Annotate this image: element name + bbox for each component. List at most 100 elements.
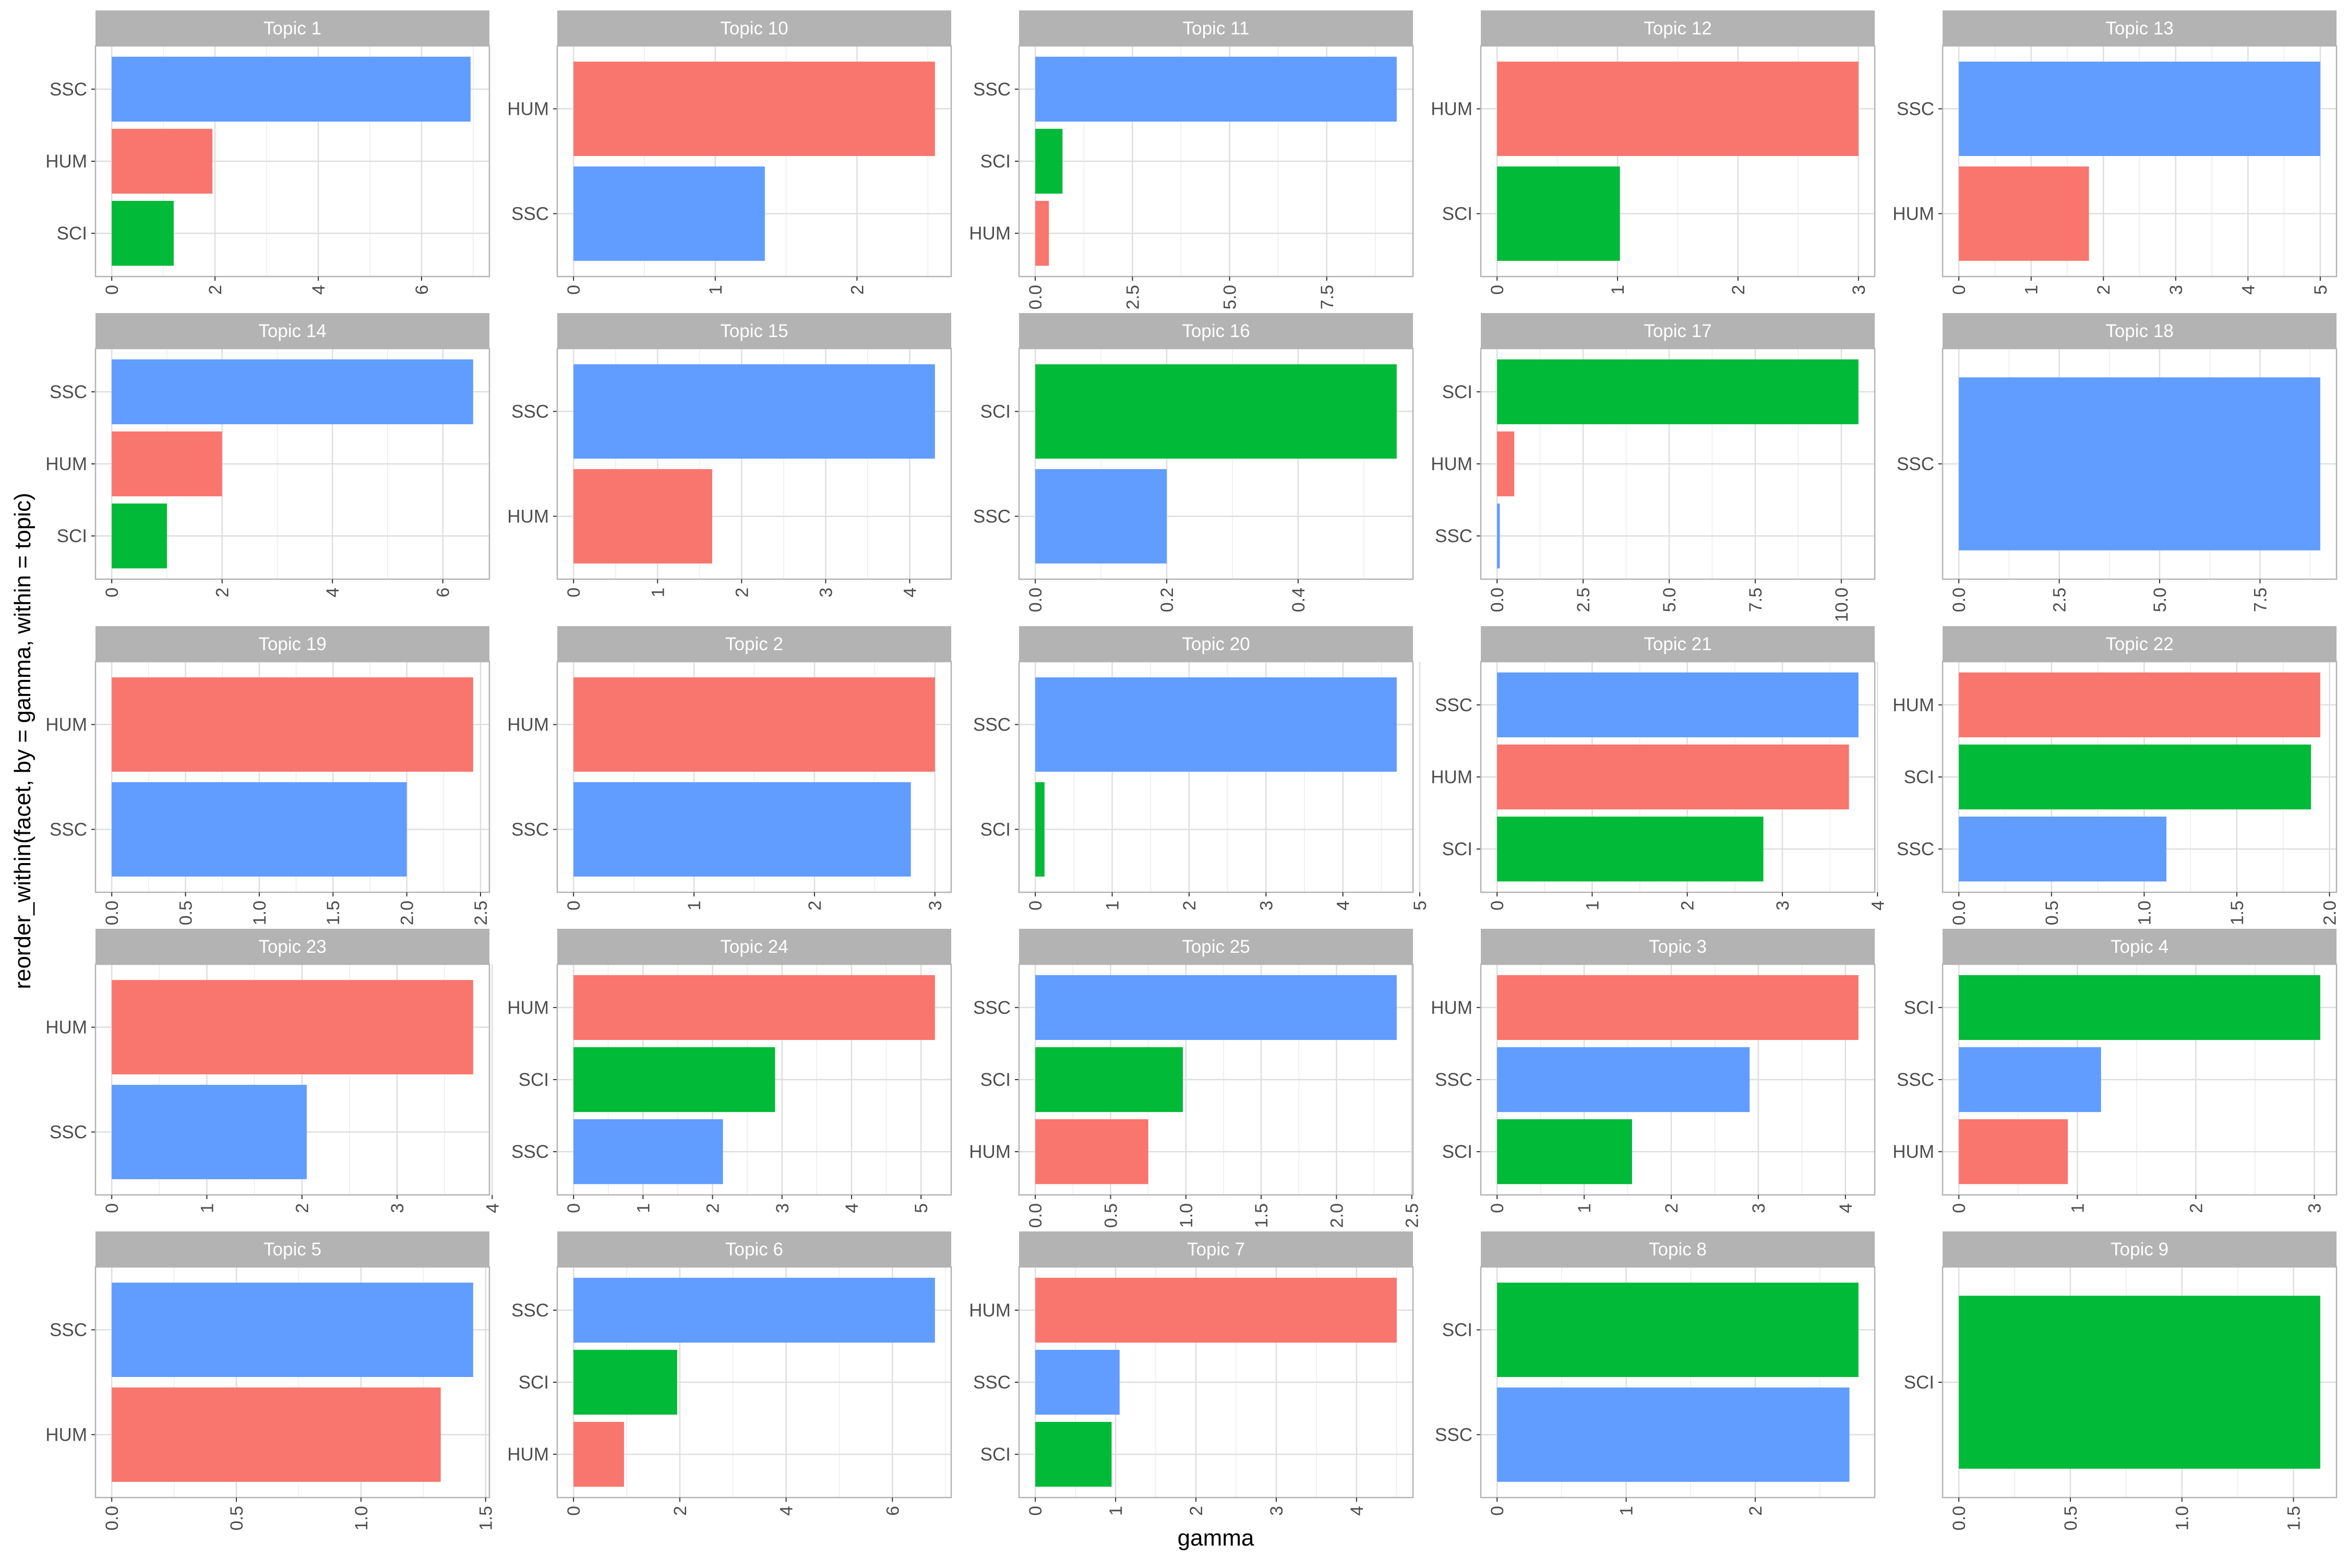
y-tick-label: SSC xyxy=(1897,99,1934,119)
facet-title: Topic 7 xyxy=(1187,1239,1245,1260)
panel-border xyxy=(1942,661,2338,893)
x-tick-label: 4 xyxy=(483,1203,502,1213)
x-tick-label: 7.5 xyxy=(1317,285,1337,309)
facet-panel: Topic 24 HUM SCI SSC 0 1 2 3 4 5 xyxy=(507,929,952,1213)
x-tick-label: 2 xyxy=(1678,901,1698,911)
bar xyxy=(112,980,473,1074)
facet-panel: Topic 4 SCI SSC HUM 0 1 2 3 xyxy=(1892,929,2338,1213)
x-tick-label: 4 xyxy=(901,588,920,597)
bar xyxy=(112,128,213,194)
x-tick-label: 4 xyxy=(1347,1506,1367,1516)
bar xyxy=(573,677,935,772)
y-tick-label: SSC xyxy=(50,819,87,840)
x-tick-label: 1 xyxy=(1575,1203,1595,1213)
facet-strip xyxy=(1019,626,1413,662)
y-tick-label: HUM xyxy=(1431,998,1472,1018)
x-tick-label: 5 xyxy=(1410,901,1430,911)
facet-panel: Topic 17 SCI HUM SSC 0.0 2.5 5.0 7.5 10.0 xyxy=(1431,313,1876,622)
facet-panel: Topic 13 SSC HUM 0 1 2 3 4 5 xyxy=(1892,10,2338,295)
bar xyxy=(1959,744,2311,810)
y-tick-label: HUM xyxy=(1892,204,1934,224)
bar xyxy=(573,364,935,459)
x-tick-label: 1 xyxy=(706,285,726,295)
x-tick-label: 1 xyxy=(633,1203,653,1213)
x-tick-label: 3 xyxy=(2166,285,2186,295)
x-tick-label: 2 xyxy=(847,285,867,295)
panel-border xyxy=(1018,963,1414,1196)
facet-title: Topic 22 xyxy=(2105,634,2173,654)
x-tick-label: 2 xyxy=(1180,901,1200,911)
y-tick-label: SSC xyxy=(50,1320,87,1340)
y-tick-label: SSC xyxy=(511,204,549,224)
facet-panel: Topic 22 HUM SCI SSC 0.0 0.5 1.0 1.5 2.0 xyxy=(1892,626,2340,925)
x-tick-label: 4 xyxy=(842,1203,862,1213)
x-tick-label: 0.5 xyxy=(1101,1203,1121,1228)
facet-title: Topic 18 xyxy=(2105,321,2173,341)
facet-strip xyxy=(95,929,489,964)
x-tick-label: 0.5 xyxy=(2042,901,2062,925)
facet-title: Topic 4 xyxy=(2111,937,2169,957)
panel-border xyxy=(1480,661,1876,893)
y-tick-label: SCI xyxy=(1442,1142,1472,1162)
facet-strip xyxy=(1481,10,1875,46)
facet-strip xyxy=(95,626,489,662)
facet-strip xyxy=(1019,929,1413,964)
facet-panel: Topic 18 SSC 0.0 2.5 5.0 7.5 xyxy=(1897,313,2338,612)
x-tick-label: 4 xyxy=(309,285,329,295)
y-tick-label: SCI xyxy=(57,526,87,546)
y-tick-label: SCI xyxy=(980,1070,1011,1090)
y-tick-label: HUM xyxy=(45,151,87,172)
x-tick-label: 2.0 xyxy=(1327,1203,1347,1228)
y-tick-label: HUM xyxy=(969,1300,1011,1321)
x-tick-label: 6 xyxy=(883,1506,903,1516)
x-tick-label: 5 xyxy=(912,1203,931,1213)
x-tick-label: 1.0 xyxy=(1177,1203,1196,1228)
bar xyxy=(573,166,765,261)
y-tick-label: SCI xyxy=(980,151,1011,172)
x-tick-label: 0 xyxy=(1488,285,1507,295)
facet-title: Topic 1 xyxy=(263,18,321,39)
y-tick-label: SSC xyxy=(1435,695,1472,715)
panel-border xyxy=(1018,661,1414,893)
bar xyxy=(112,1283,473,1377)
panel-border xyxy=(556,348,952,580)
x-tick-label: 4 xyxy=(1334,901,1353,911)
y-tick-label: SSC xyxy=(1897,839,1934,859)
facet-panel: Topic 5 SSC HUM 0.0 0.5 1.0 1.5 xyxy=(45,1231,496,1530)
facet-strip xyxy=(1943,929,2337,964)
x-tick-label: 5.0 xyxy=(2150,588,2170,612)
facet-title: Topic 15 xyxy=(720,321,788,341)
facet-title: Topic 9 xyxy=(2111,1239,2169,1260)
y-tick-label: SSC xyxy=(1897,1070,1934,1090)
x-tick-label: 0 xyxy=(1488,1203,1507,1213)
facet-strip xyxy=(557,626,951,662)
bar xyxy=(1497,672,1859,738)
bar xyxy=(1035,1119,1148,1184)
x-tick-label: 4 xyxy=(323,588,343,597)
bar xyxy=(1497,1047,1750,1112)
bar xyxy=(1497,1283,1859,1377)
facet-panel: Topic 7 HUM SSC SCI 0 1 2 3 4 xyxy=(969,1231,1414,1516)
x-tick-label: 0.0 xyxy=(1488,588,1507,612)
panel-border xyxy=(1480,348,1876,580)
facet-title: Topic 23 xyxy=(258,937,326,957)
x-tick-label: 1.5 xyxy=(1252,1203,1272,1228)
panel-border xyxy=(556,963,952,1196)
y-tick-label: SCI xyxy=(57,223,87,244)
y-tick-label: SSC xyxy=(511,819,549,840)
facet-panel: Topic 11 SSC SCI HUM 0.0 2.5 5.0 7.5 xyxy=(969,10,1414,309)
bar xyxy=(573,1421,624,1487)
y-tick-label: HUM xyxy=(969,1142,1011,1162)
bar xyxy=(1497,431,1515,497)
facet-panel: Topic 6 SSC SCI HUM 0 2 4 6 xyxy=(507,1231,952,1516)
bar xyxy=(1959,166,2089,261)
panel-border xyxy=(556,661,952,893)
bar xyxy=(573,782,911,877)
y-tick-label: SCI xyxy=(980,819,1011,840)
x-tick-label: 1.5 xyxy=(2227,901,2247,925)
bar xyxy=(1959,62,2320,156)
panel-border xyxy=(1480,963,1876,1196)
y-tick-label: SSC xyxy=(50,1122,87,1142)
